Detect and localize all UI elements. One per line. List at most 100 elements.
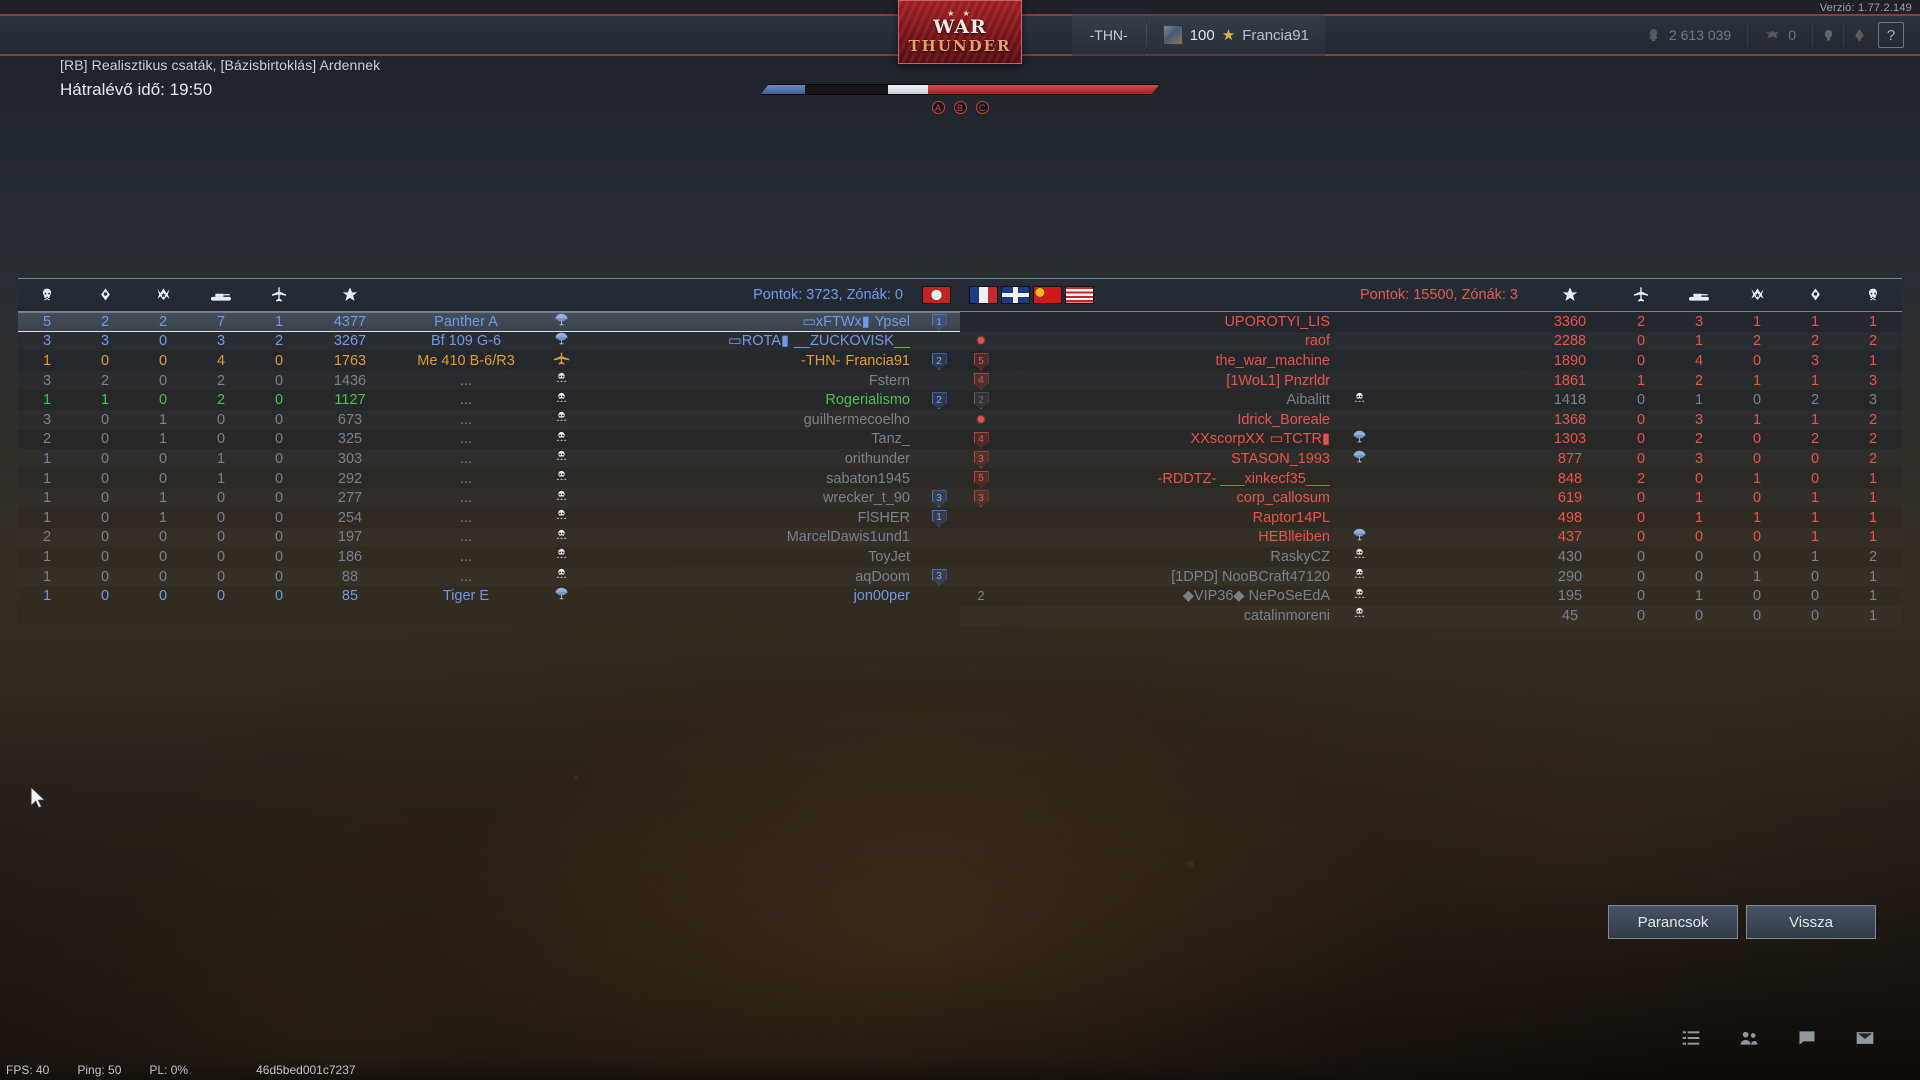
player-name-cell[interactable]: catalinmoreni — [1002, 608, 1338, 624]
player-name-cell[interactable]: ▭TCTR▮ XXscorpXX — [1002, 431, 1338, 447]
player-name-cell[interactable]: raof — [1002, 333, 1338, 349]
player-name-cell[interactable]: the_war_machine — [1002, 353, 1338, 369]
squad-cell: ✹ — [960, 412, 1002, 428]
player-name-cell[interactable]: ToyJet — [582, 549, 918, 565]
research-icon[interactable] — [1813, 14, 1843, 56]
player-name-cell[interactable]: corp_callosum — [1002, 490, 1338, 506]
table-row[interactable]: 1 0 0 0 0 186... ToyJet — [18, 547, 960, 567]
table-row[interactable]: 2 0 0 0 0 197... MarcelDawis1und1 — [18, 528, 960, 548]
player-name-cell[interactable]: ▭xFTWx▮ Ypsel — [582, 314, 918, 330]
help-button[interactable]: ? — [1878, 22, 1904, 48]
table-row[interactable]: 3 3 0 3 2 3267 Bf 109 G-6 ▭ROTA▮ __ZUCKOVISK__ — [18, 332, 960, 352]
player-name-cell[interactable]: jon00per — [582, 588, 918, 604]
player-name-cell[interactable]: [1WoL1] Pnzrldr — [1002, 373, 1338, 389]
ground-kills-cell: 4 — [216, 352, 226, 369]
player-name-cell[interactable]: ◆VIP36◆ NePoSeEdA — [1002, 588, 1338, 604]
score-cell: 45 — [1561, 607, 1579, 624]
table-row[interactable]: 1 0 0 1 0 292... sabaton1945 — [18, 469, 960, 489]
score-cell: 1127 — [334, 392, 366, 409]
mail-icon[interactable] — [1854, 1028, 1876, 1048]
crew-icon[interactable] — [1844, 14, 1874, 56]
table-row[interactable]: 1 0 1 0 0 290 [1DPD] NooBCraft47120 — [960, 567, 1902, 587]
table-row[interactable]: 1 1 0 1 0 619 corp_callosum 3 — [960, 488, 1902, 508]
back-button[interactable]: Vissza — [1746, 905, 1876, 939]
table-row[interactable]: 2 2 2 1 0 2288 raof ✹ — [960, 332, 1902, 352]
table-row[interactable]: 3 2 0 2 0 1436... Fstern — [18, 371, 960, 391]
player-name-cell[interactable]: Tanz_ — [582, 431, 918, 447]
player-name: the_war_machine — [1215, 352, 1330, 369]
table-row[interactable]: 1 1 1 3 2 3360 UPOROTYI_LIS — [960, 312, 1902, 332]
squad-cell: 4 — [960, 430, 1002, 449]
ground-kills-cell: 0 — [216, 509, 226, 526]
table-row[interactable]: 1 0 1 0 2 848 -RDDTZ- ___xinkecf35___ 5 — [960, 469, 1902, 489]
crits-cell: 0 — [158, 352, 168, 369]
table-row[interactable]: 2 2 0 2 0 1303 ▭TCTR▮ XXscorpXX 4 — [960, 430, 1902, 450]
player-chip[interactable]: 100 ★ Francia91 — [1146, 14, 1325, 56]
air-kills-cell: 0 — [1636, 607, 1646, 624]
squad-cell: 2 — [960, 588, 1002, 604]
table-row[interactable]: 5 2 2 7 1 4377 Panther A ▭xFTWx▮ Ypsel 1 — [18, 312, 960, 332]
player-name-cell[interactable]: -THN- Francia91 — [582, 353, 918, 369]
table-row[interactable]: 3 2 0 1 0 1418 Aibalitt 2 — [960, 390, 1902, 410]
player-name-cell[interactable]: UPOROTYI_LIS — [1002, 314, 1338, 330]
air-kills-cell: 0 — [274, 548, 284, 565]
table-row[interactable]: 1 1 0 0 0 437 HEBlleiben — [960, 528, 1902, 548]
player-name-cell[interactable]: MarcelDawis1und1 — [582, 529, 918, 545]
flag-china — [1034, 287, 1061, 303]
table-row[interactable]: 1 3 0 4 0 1890 the_war_machine 5 — [960, 351, 1902, 371]
player-name-cell[interactable]: Fstern — [582, 373, 918, 389]
player-name-cell[interactable]: wrecker_t_90 — [582, 490, 918, 506]
table-row[interactable]: 1 0 0 1 0 195 ◆VIP36◆ NePoSeEdA 2 — [960, 586, 1902, 606]
crits-cell: 0 — [1752, 392, 1762, 409]
player-name-cell[interactable]: guilhermecoelho — [582, 412, 918, 428]
score-cell: 619 — [1557, 490, 1583, 507]
table-row[interactable]: 2 0 1 0 0 325... Tanz_ — [18, 430, 960, 450]
assists-cell: 1 — [100, 392, 110, 409]
clan-tag[interactable]: -THN- — [1071, 14, 1146, 56]
table-row[interactable]: 1 0 1 0 0 254... FlSHER 1 — [18, 508, 960, 528]
player-name-cell[interactable]: FlSHER — [582, 510, 918, 526]
table-row[interactable]: 1 0 0 0 0 45 catalinmoreni — [960, 606, 1902, 626]
table-row[interactable]: 1 1 0 2 0 1127... Rogerialismo 2 — [18, 390, 960, 410]
squad-icon[interactable] — [1738, 1028, 1760, 1048]
crits-cell: 0 — [158, 529, 168, 546]
table-row[interactable]: 2 1 1 3 0 1368 Idrick_Boreale ✹ — [960, 410, 1902, 430]
player-name-cell[interactable]: HEBlleiben — [1002, 529, 1338, 545]
list-icon[interactable] — [1680, 1028, 1702, 1048]
score-cell: 437 — [1557, 529, 1583, 546]
assists-cell: 0 — [100, 450, 110, 467]
player-name-cell[interactable]: Idrick_Boreale — [1002, 412, 1338, 428]
table-row[interactable]: 3 1 1 2 1 1861 [1WoL1] Pnzrldr 4 — [960, 371, 1902, 391]
player-name-cell[interactable]: Rogerialismo — [582, 392, 918, 408]
player-name-cell[interactable]: [1DPD] NooBCraft47120 — [1002, 569, 1338, 585]
player-name-cell[interactable]: sabaton1945 — [582, 471, 918, 487]
commands-button[interactable]: Parancsok — [1608, 905, 1738, 939]
player-name-cell[interactable]: ▭ROTA▮ __ZUCKOVISK__ — [582, 333, 918, 349]
silver-lions[interactable]: 2 613 039 — [1629, 14, 1747, 56]
player-name: Idrick_Boreale — [1237, 411, 1330, 428]
plane-spawn-icon — [553, 352, 569, 365]
chat-icon[interactable] — [1796, 1028, 1818, 1048]
squad-badge: 5 — [973, 353, 989, 371]
table-row[interactable]: 1 0 0 4 0 1763 Me 410 B-6/R3 -THN- Francia91 2 — [18, 351, 960, 371]
table-row[interactable]: 2 1 0 0 0 430 RaskyCZ — [960, 547, 1902, 567]
table-row[interactable]: 2 0 0 3 0 877 STASON_1993 3 — [960, 449, 1902, 469]
player-name-cell[interactable]: STASON_1993 — [1002, 451, 1338, 467]
left-team-header: Pontok: 3723, Zónák: 0 — [18, 279, 960, 311]
table-row[interactable]: 1 1 1 1 0 498 Raptor14PL — [960, 508, 1902, 528]
player-name-cell[interactable]: RaskyCZ — [1002, 549, 1338, 565]
golden-eagles[interactable]: 0 — [1748, 14, 1812, 56]
player-name-cell[interactable]: orithunder — [582, 451, 918, 467]
player-name-cell[interactable]: Aibalitt — [1002, 392, 1338, 408]
table-row[interactable]: 1 0 0 0 0 85 Tiger E jon00per — [18, 586, 960, 606]
player-name-cell[interactable]: aqDoom — [582, 569, 918, 585]
player-name-cell[interactable]: -RDDTZ- ___xinkecf35___ — [1002, 471, 1338, 487]
spawn-status-cell — [1338, 429, 1380, 449]
clan-tag-inline: ▭TCTR▮ — [1269, 431, 1330, 448]
table-row[interactable]: 1 0 1 0 0 277... wrecker_t_90 3 — [18, 488, 960, 508]
player-name-cell[interactable]: Raptor14PL — [1002, 510, 1338, 526]
table-row[interactable]: 1 0 0 0 0 88... aqDoom 3 — [18, 567, 960, 587]
table-row[interactable]: 3 0 1 0 0 673... guilhermecoelho — [18, 410, 960, 430]
assists-cell: 0 — [100, 588, 110, 605]
table-row[interactable]: 1 0 0 1 0 303... orithunder — [18, 449, 960, 469]
